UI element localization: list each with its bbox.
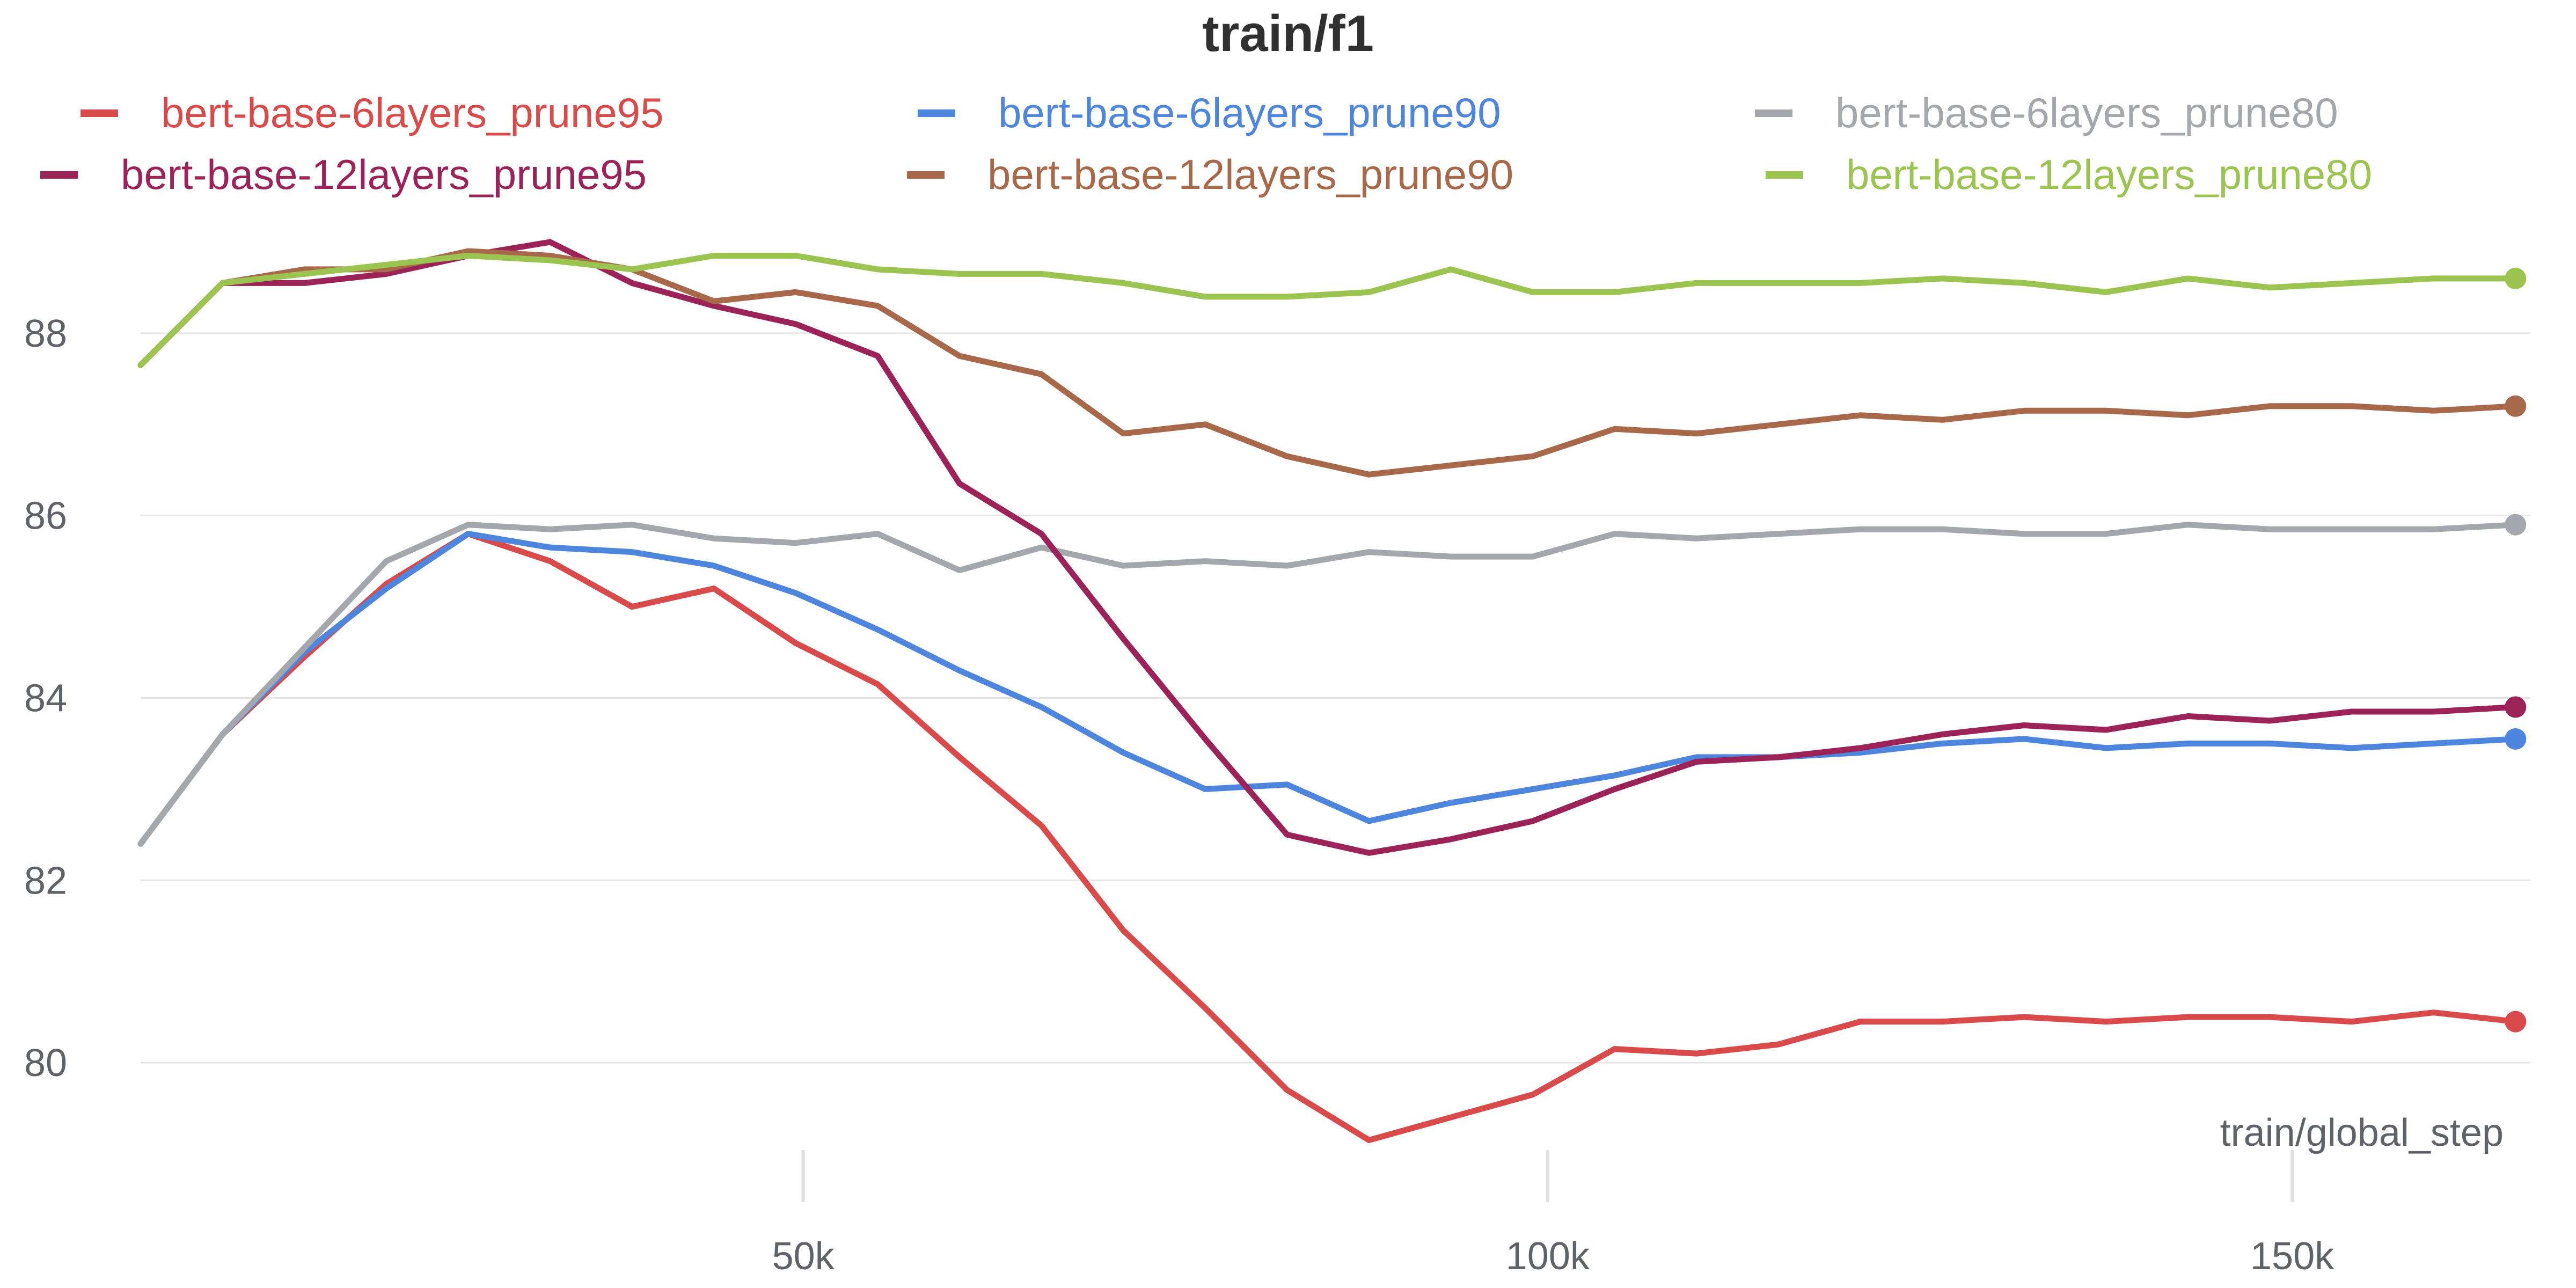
series-line-bert-base-12layers_prune80 bbox=[137, 253, 2519, 368]
legend-item-bert-base-6layers_prune80[interactable]: bert-base-6layers_prune80 bbox=[1755, 89, 2338, 136]
legend-label: bert-base-12layers_prune95 bbox=[121, 151, 647, 198]
y-tick-label-88: 88 bbox=[24, 312, 67, 355]
series-end-marker-bert-base-6layers_prune80 bbox=[2505, 514, 2527, 536]
x-tick-label-100k: 100k bbox=[1506, 1235, 1590, 1278]
series-line-bert-base-6layers_prune95 bbox=[137, 531, 2519, 1143]
legend-label: bert-base-6layers_prune95 bbox=[161, 89, 664, 136]
series-line-bert-base-12layers_prune95 bbox=[137, 239, 2519, 856]
series-end-marker-bert-base-6layers_prune90 bbox=[2505, 728, 2527, 750]
series-end-marker-bert-base-12layers_prune80 bbox=[2505, 267, 2527, 289]
legend: bert-base-6layers_prune95 bert-base-6laye… bbox=[40, 89, 2372, 198]
chart-title: train/f1 bbox=[1202, 5, 1374, 62]
y-axis: 80 82 84 86 88 bbox=[24, 312, 67, 1085]
legend-item-bert-base-6layers_prune90[interactable]: bert-base-6layers_prune90 bbox=[918, 89, 1501, 136]
series-line-bert-base-6layers_prune90 bbox=[137, 531, 2519, 847]
y-tick-label-86: 86 bbox=[24, 495, 67, 538]
legend-item-bert-base-12layers_prune90[interactable]: bert-base-12layers_prune90 bbox=[907, 151, 1513, 198]
legend-label: bert-base-12layers_prune80 bbox=[1846, 151, 2372, 198]
y-tick-label-84: 84 bbox=[24, 677, 67, 720]
legend-label: bert-base-6layers_prune90 bbox=[998, 89, 1501, 136]
plot-area bbox=[137, 239, 2527, 1143]
series-end-marker-bert-base-6layers_prune95 bbox=[2505, 1011, 2527, 1033]
grid bbox=[141, 332, 2530, 1064]
x-axis-label: train/global_step bbox=[2220, 1111, 2504, 1154]
series-end-marker-bert-base-12layers_prune90 bbox=[2505, 395, 2527, 417]
legend-item-bert-base-12layers_prune80[interactable]: bert-base-12layers_prune80 bbox=[1766, 151, 2372, 198]
legend-item-bert-base-6layers_prune95[interactable]: bert-base-6layers_prune95 bbox=[80, 89, 664, 136]
series-line-bert-base-6layers_prune80 bbox=[137, 522, 2519, 847]
series-end-marker-bert-base-12layers_prune95 bbox=[2505, 696, 2527, 718]
x-tick-label-50k: 50k bbox=[772, 1235, 835, 1278]
series-line-bert-base-12layers_prune90 bbox=[137, 248, 2519, 478]
legend-label: bert-base-12layers_prune90 bbox=[987, 151, 1513, 198]
y-tick-label-80: 80 bbox=[24, 1042, 67, 1085]
x-tick-label-150k: 150k bbox=[2250, 1235, 2334, 1278]
x-axis: 50k 100k 150k bbox=[772, 1150, 2334, 1278]
legend-label: bert-base-6layers_prune80 bbox=[1835, 89, 2338, 136]
legend-item-bert-base-12layers_prune95[interactable]: bert-base-12layers_prune95 bbox=[40, 151, 647, 198]
y-tick-label-82: 82 bbox=[24, 859, 67, 902]
